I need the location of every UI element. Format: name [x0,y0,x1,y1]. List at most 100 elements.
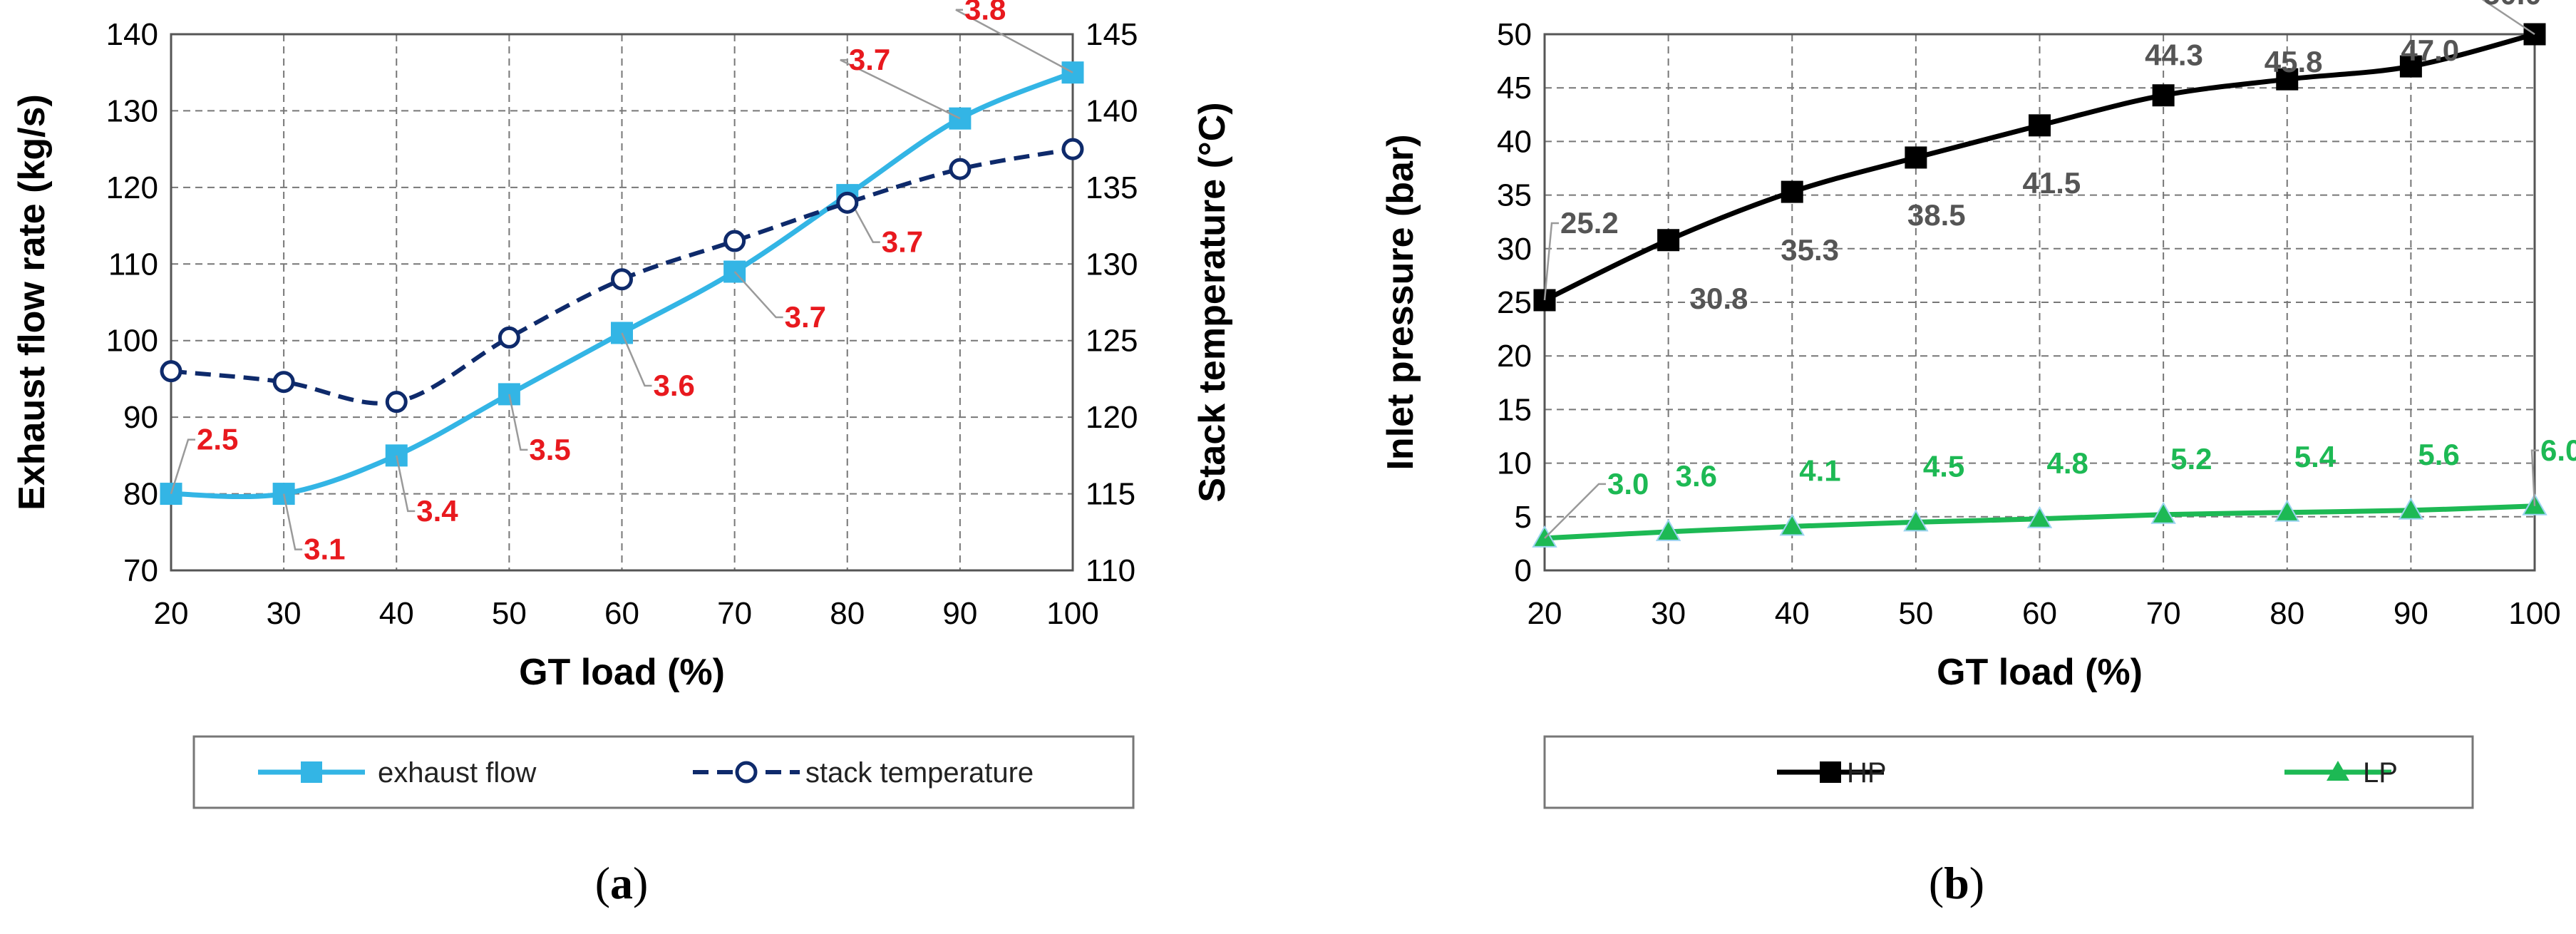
data-label: 3.7 [882,225,923,259]
data-label: 3.6 [1676,459,1717,493]
label-leader-line [621,332,652,387]
data-label: 25.2 [1560,206,1619,240]
data-label: 3.1 [304,533,345,566]
y-tick-label: 130 [106,93,158,128]
x-tick-label: 90 [942,596,977,631]
x-tick-label: 50 [492,596,527,631]
y2-tick-label: 145 [1086,17,1138,52]
label-leader-line [733,271,783,319]
x-tick-label: 60 [2022,596,2057,631]
y-tick-label: 80 [123,477,158,512]
y-tick-label: 50 [1497,17,1532,52]
label-leader-line [396,455,416,513]
y-tick-label: 110 [108,247,158,282]
x-tick-label: 40 [379,596,414,631]
x-tick-label: 70 [717,596,752,631]
label-leader-line [955,9,1073,73]
x-axis-title: GT load (%) [519,652,725,693]
legend-box [1543,735,2474,809]
data-point-marker [2029,114,2051,137]
y-axis-title: Exhaust flow rate (kg/s) [11,94,53,510]
data-label: 3.4 [416,494,458,528]
y2-tick-label: 130 [1086,247,1138,282]
y-tick-label: 140 [106,17,158,52]
panel-caption: (b) [1929,858,1984,908]
data-label: 2.5 [197,423,238,456]
y2-tick-label: 110 [1086,553,1135,588]
data-label: 4.8 [2047,446,2088,480]
x-tick-label: 20 [154,596,189,631]
data-point-marker [949,158,972,180]
x-tick-label: 100 [1046,596,1098,631]
y2-tick-label: 115 [1086,477,1135,512]
x-tick-label: 40 [1775,596,1810,631]
caption-open-paren: ( [1929,858,1944,908]
x-tick-label: 50 [1898,596,1933,631]
data-label: 41.5 [2023,166,2081,200]
data-label: 5.4 [2294,440,2337,473]
data-point-marker [1532,525,1557,548]
x-tick-label: 20 [1527,596,1562,631]
data-label: 38.5 [1907,198,1966,232]
data-label: 45.8 [2265,45,2323,78]
y-tick-label: 90 [123,400,158,435]
data-point-marker [1061,138,1084,160]
data-label: 44.3 [2145,39,2203,72]
x-axis-title: GT load (%) [1937,652,2143,693]
data-point-marker [385,391,408,414]
y2-tick-label: 125 [1086,324,1138,359]
data-point-marker [160,360,182,383]
data-label: 5.2 [2170,442,2212,476]
legend-entry-label: exhaust flow [378,757,536,789]
panel-caption: (a) [595,858,649,908]
data-point-marker [1905,146,1927,169]
y-tick-label: 20 [1497,339,1532,374]
x-tick-label: 90 [2394,596,2428,631]
data-label: 30.8 [1690,282,1748,315]
data-point-marker [2399,55,2422,78]
x-tick-label: 70 [2146,596,2181,631]
data-point-marker [1657,229,1680,252]
data-point-marker [2276,68,2299,91]
data-label: 3.7 [785,300,826,334]
data-label: 47.0 [2401,34,2459,67]
caption-open-paren: ( [595,858,610,908]
data-point-marker [2152,84,2175,107]
data-point-marker [723,230,746,252]
caption-letter: a [610,858,633,908]
label-leader-line [2481,0,2535,36]
data-point-marker [2274,499,2300,522]
legend-entry-label: HP [1847,757,1887,789]
data-point-marker [498,326,520,349]
label-leader-line [1544,483,1606,539]
data-label: 4.1 [1799,453,1840,487]
y-tick-label: 70 [123,553,158,588]
data-point-marker [1655,518,1681,541]
data-point-marker [272,371,295,394]
legend-swatch-marker [735,761,758,784]
chart-panel-b: 0 5 10 15 20 25 30 35 40 45 50 20 30 40 50 60 70 80 90 100 G… [1380,0,2576,908]
y-tick-label: 35 [1497,178,1532,213]
data-point-marker [1779,513,1805,536]
legend-entry-label: stack temperature [805,757,1034,789]
data-point-marker [1903,509,1929,532]
data-label: 50.0 [2483,0,2542,11]
label-leader-line [282,493,303,550]
y-tick-label: 40 [1497,124,1532,159]
y-tick-label: 120 [106,170,158,205]
label-leader-line [846,195,880,243]
legend-swatch-marker [1820,761,1841,783]
y-tick-label: 5 [1515,500,1532,535]
label-leader-line [2530,449,2539,506]
caption-close-paren: ) [1969,858,1984,908]
y2-tick-label: 120 [1086,400,1138,435]
data-label: 5.6 [2418,438,2459,471]
label-leader-line [508,394,528,451]
y2-axis-title: Stack temperature (°C) [1192,102,1233,502]
data-point-marker [1781,180,1803,203]
label-leader-line [170,438,195,494]
data-point-marker [2398,497,2424,520]
data-point-marker [272,483,295,506]
data-label: 3.8 [964,0,1006,26]
label-leader-line [1543,222,1559,301]
